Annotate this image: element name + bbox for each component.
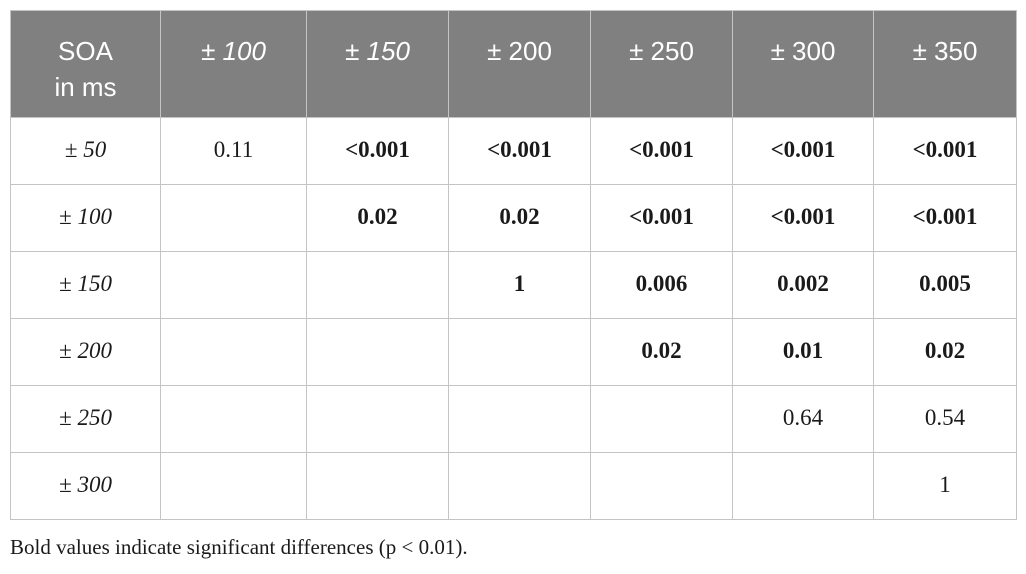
- cell: 1: [448, 251, 591, 319]
- cell: 0.02: [306, 184, 449, 252]
- cell: [306, 251, 449, 319]
- header-text: ± 350: [912, 36, 978, 66]
- cell: [732, 452, 874, 520]
- table-header: SOA in ms ± 100 ± 150 ± 200 ± 250 ± 300 ± 350: [10, 10, 1017, 118]
- table-row: ± 150 1 0.006 0.002 0.005: [10, 251, 1017, 319]
- table-row: ± 300 1: [10, 452, 1017, 520]
- row-label: ± 300: [10, 452, 161, 520]
- footnote: Bold values indicate significant differe…: [10, 535, 468, 559]
- header-text: ± 250: [629, 36, 694, 66]
- header-text: ± 100: [201, 36, 266, 66]
- table-row: ± 50 0.11 <0.001 <0.001 <0.001 <0.001 <0.001: [10, 117, 1017, 185]
- cell: [448, 385, 591, 453]
- row-label: ± 50: [10, 117, 161, 185]
- column-header: ± 300: [732, 10, 874, 118]
- cell: [590, 452, 733, 520]
- row-label: ± 100: [10, 184, 161, 252]
- cell: [160, 251, 307, 319]
- cell: [306, 385, 449, 453]
- cell: <0.001: [590, 117, 733, 185]
- cell: [590, 385, 733, 453]
- column-header: SOA in ms: [10, 10, 161, 118]
- row-label: ± 150: [10, 251, 161, 319]
- results-table: SOA in ms ± 100 ± 150 ± 200 ± 250 ± 300 ± 350 …: [10, 10, 1017, 520]
- cell: 0.02: [590, 318, 733, 386]
- header-text: ± 150: [345, 36, 410, 66]
- column-header: ± 200: [448, 10, 591, 118]
- cell: 0.02: [448, 184, 591, 252]
- cell: <0.001: [448, 117, 591, 185]
- header-text: ± 300: [770, 36, 836, 66]
- cell: <0.001: [306, 117, 449, 185]
- column-header: ± 350: [873, 10, 1017, 118]
- cell: [160, 184, 307, 252]
- table-row: ± 100 0.02 0.02 <0.001 <0.001 <0.001: [10, 184, 1017, 252]
- cell: <0.001: [732, 184, 874, 252]
- column-header: ± 150: [306, 10, 449, 118]
- cell: [306, 452, 449, 520]
- cell: [160, 452, 307, 520]
- cell: 1: [873, 452, 1017, 520]
- cell: [160, 385, 307, 453]
- cell: <0.001: [732, 117, 874, 185]
- cell: 0.002: [732, 251, 874, 319]
- cell: <0.001: [873, 117, 1017, 185]
- cell: 0.54: [873, 385, 1017, 453]
- cell: [160, 318, 307, 386]
- cell: [448, 452, 591, 520]
- header-text: SOA in ms: [54, 36, 117, 102]
- cell: [448, 318, 591, 386]
- cell: [306, 318, 449, 386]
- cell: 0.01: [732, 318, 874, 386]
- cell: 0.11: [160, 117, 307, 185]
- header-text: ± 200: [487, 36, 552, 66]
- table-row: ± 250 0.64 0.54: [10, 385, 1017, 453]
- column-header: ± 100: [160, 10, 307, 118]
- table-row: ± 200 0.02 0.01 0.02: [10, 318, 1017, 386]
- row-label: ± 200: [10, 318, 161, 386]
- cell: 0.02: [873, 318, 1017, 386]
- header-row: SOA in ms ± 100 ± 150 ± 200 ± 250 ± 300 ± 350: [10, 10, 1017, 118]
- table-body: ± 50 0.11 <0.001 <0.001 <0.001 <0.001 <0.001 ± …: [10, 117, 1017, 520]
- column-header: ± 250: [590, 10, 733, 118]
- row-label: ± 250: [10, 385, 161, 453]
- cell: 0.64: [732, 385, 874, 453]
- cell: 0.005: [873, 251, 1017, 319]
- cell: <0.001: [590, 184, 733, 252]
- cell: <0.001: [873, 184, 1017, 252]
- cell: 0.006: [590, 251, 733, 319]
